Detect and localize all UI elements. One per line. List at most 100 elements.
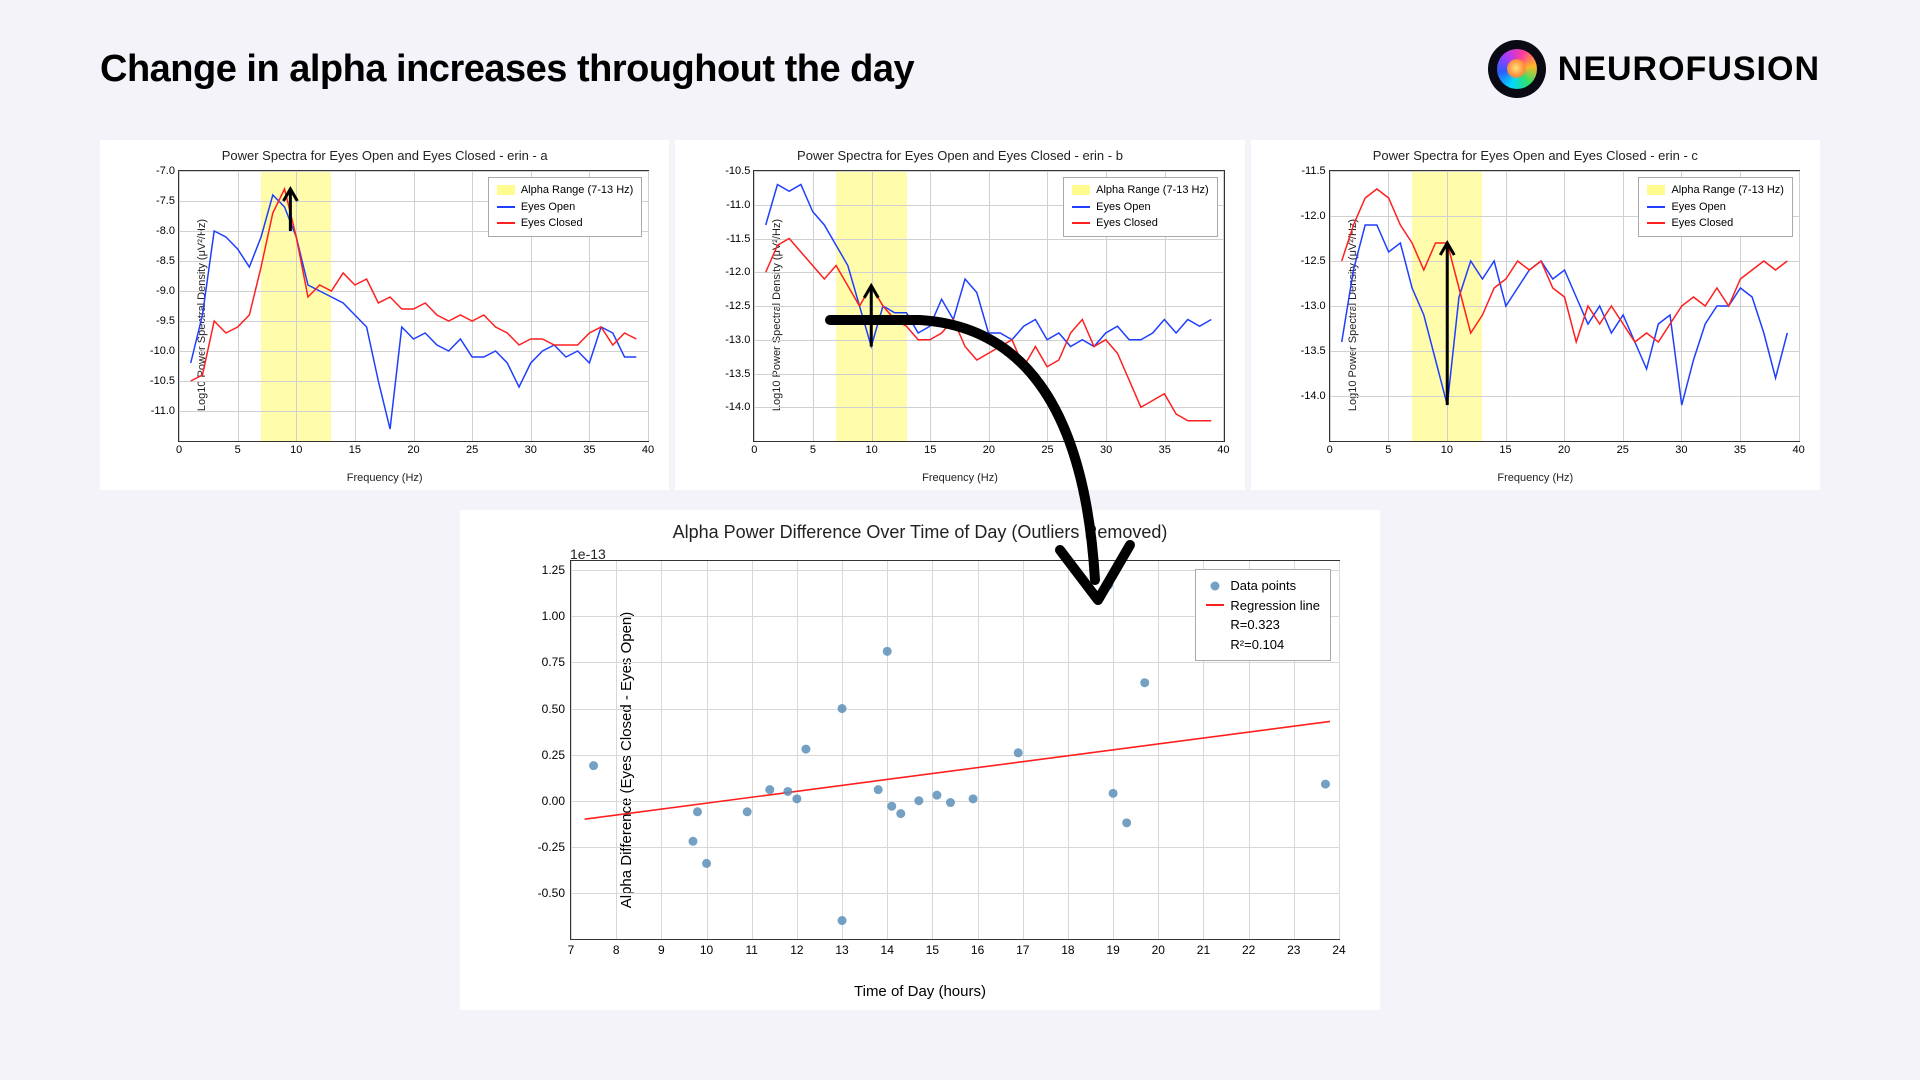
spectra-plot-area: 0510152025303540-14.0-13.5-13.0-12.5-12.… — [1329, 170, 1800, 442]
legend-regression: Regression line — [1206, 596, 1320, 616]
xtick-label: 17 — [1016, 939, 1029, 957]
page-title: Change in alpha increases throughout the… — [100, 48, 914, 91]
xtick-label: 15 — [924, 441, 936, 456]
scatter-legend: Data pointsRegression lineR=0.323R²=0.10… — [1195, 569, 1331, 661]
header: Change in alpha increases throughout the… — [0, 40, 1920, 98]
ytick-label: -11.5 — [1301, 165, 1329, 177]
ytick-label: -11.0 — [151, 405, 179, 417]
ytick-label: -0.50 — [538, 886, 571, 900]
xtick-label: 35 — [1734, 441, 1746, 456]
xtick-label: 25 — [1041, 441, 1053, 456]
legend-closed: Eyes Closed — [1647, 215, 1784, 232]
xtick-label: 9 — [658, 939, 665, 957]
xtick-label: 8 — [613, 939, 620, 957]
ytick-label: -13.0 — [725, 334, 754, 346]
xtick-label: 15 — [349, 441, 361, 456]
neurofusion-logo-icon — [1488, 40, 1546, 98]
spectra-panel-2: Power Spectra for Eyes Open and Eyes Clo… — [1251, 140, 1820, 490]
ytick-label: -14.0 — [725, 401, 754, 413]
legend-alpha: Alpha Range (7-13 Hz) — [497, 182, 634, 199]
xtick-label: 0 — [176, 441, 182, 456]
legend-open: Eyes Open — [497, 199, 634, 216]
legend-closed: Eyes Closed — [1072, 215, 1209, 232]
xtick-label: 5 — [235, 441, 241, 456]
spectra-xlabel: Frequency (Hz) — [1251, 472, 1820, 484]
xtick-label: 18 — [1061, 939, 1074, 957]
xtick-label: 15 — [926, 939, 939, 957]
xtick-label: 0 — [751, 441, 757, 456]
spectra-plot-area: 0510152025303540-11.0-10.5-10.0-9.5-9.0-… — [178, 170, 649, 442]
legend-closed: Eyes Closed — [497, 215, 634, 232]
xtick-label: 10 — [700, 939, 713, 957]
scatter-plot-area: 789101112131415161718192021222324-0.50-0… — [570, 560, 1340, 940]
xtick-label: 12 — [790, 939, 803, 957]
xtick-label: 30 — [1675, 441, 1687, 456]
xtick-label: 5 — [1385, 441, 1391, 456]
ytick-label: 1.25 — [542, 563, 571, 577]
ytick-label: 0.75 — [542, 655, 571, 669]
xtick-label: 23 — [1287, 939, 1300, 957]
xtick-label: 16 — [971, 939, 984, 957]
ytick-label: 0.50 — [542, 702, 571, 716]
ytick-label: 0.00 — [542, 794, 571, 808]
legend-open: Eyes Open — [1072, 199, 1209, 216]
ytick-label: 1.00 — [542, 609, 571, 623]
xtick-label: 20 — [983, 441, 995, 456]
ytick-label: -12.5 — [1301, 255, 1330, 267]
scatter-chart: Alpha Power Difference Over Time of Day … — [460, 510, 1380, 1010]
xtick-label: 40 — [1793, 441, 1805, 456]
ytick-label: -7.5 — [156, 195, 179, 207]
ytick-label: -12.0 — [725, 266, 754, 278]
ytick-label: -12.5 — [725, 300, 754, 312]
xtick-label: 35 — [1159, 441, 1171, 456]
xtick-label: 20 — [1558, 441, 1570, 456]
spectra-title: Power Spectra for Eyes Open and Eyes Clo… — [100, 148, 669, 163]
ytick-label: -14.0 — [1301, 390, 1330, 402]
xtick-label: 14 — [881, 939, 894, 957]
legend-r2: R²=0.104 — [1206, 635, 1320, 655]
xtick-label: 20 — [407, 441, 419, 456]
xtick-label: 5 — [810, 441, 816, 456]
spectra-title: Power Spectra for Eyes Open and Eyes Clo… — [675, 148, 1244, 163]
ytick-label: -13.0 — [1301, 300, 1330, 312]
legend-open: Eyes Open — [1647, 199, 1784, 216]
ytick-label: -13.5 — [725, 368, 754, 380]
spectra-legend: Alpha Range (7-13 Hz)Eyes OpenEyes Close… — [1063, 177, 1218, 237]
xtick-label: 22 — [1242, 939, 1255, 957]
xtick-label: 0 — [1327, 441, 1333, 456]
ytick-label: 0.25 — [542, 748, 571, 762]
xtick-label: 19 — [1106, 939, 1119, 957]
xtick-label: 40 — [642, 441, 654, 456]
xtick-label: 25 — [466, 441, 478, 456]
ytick-label: -10.5 — [150, 375, 179, 387]
xtick-label: 25 — [1617, 441, 1629, 456]
spectra-xlabel: Frequency (Hz) — [100, 472, 669, 484]
spectra-xlabel: Frequency (Hz) — [675, 472, 1244, 484]
brand-logo: NEUROFUSION — [1488, 40, 1820, 98]
xtick-label: 10 — [1441, 441, 1453, 456]
spectra-plot-area: 0510152025303540-14.0-13.5-13.0-12.5-12.… — [753, 170, 1224, 442]
ytick-label: -9.0 — [156, 285, 179, 297]
xtick-label: 35 — [583, 441, 595, 456]
ytick-label: -10.0 — [150, 345, 179, 357]
xtick-label: 30 — [525, 441, 537, 456]
xtick-label: 40 — [1217, 441, 1229, 456]
ytick-label: -11.5 — [726, 233, 754, 245]
ytick-label: -12.0 — [1301, 210, 1330, 222]
ytick-label: -9.5 — [156, 315, 179, 327]
ytick-label: -0.25 — [538, 840, 571, 854]
scatter-xlabel: Time of Day (hours) — [460, 983, 1380, 1000]
xtick-label: 15 — [1499, 441, 1511, 456]
ytick-label: -11.0 — [726, 199, 754, 211]
ytick-label: -7.0 — [156, 165, 179, 177]
xtick-label: 11 — [745, 939, 757, 957]
xtick-label: 21 — [1197, 939, 1210, 957]
ytick-label: -8.5 — [156, 255, 179, 267]
legend-r: R=0.323 — [1206, 615, 1320, 635]
spectra-title: Power Spectra for Eyes Open and Eyes Clo… — [1251, 148, 1820, 163]
scatter-title: Alpha Power Difference Over Time of Day … — [460, 522, 1380, 543]
xtick-label: 7 — [568, 939, 575, 957]
legend-alpha: Alpha Range (7-13 Hz) — [1072, 182, 1209, 199]
xtick-label: 30 — [1100, 441, 1112, 456]
xtick-label: 20 — [1152, 939, 1165, 957]
